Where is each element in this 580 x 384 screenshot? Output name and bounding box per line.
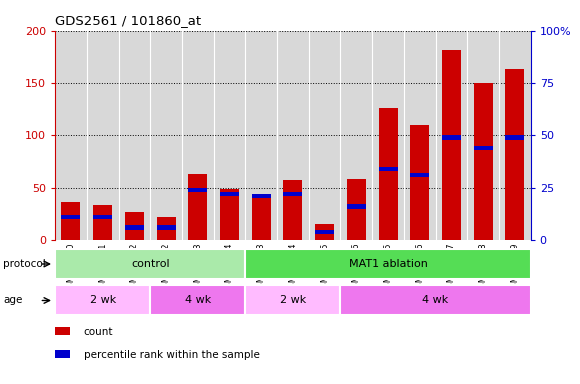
Bar (347, 204, 366, 209)
Bar (188, 188, 207, 192)
Bar (157, 217, 176, 240)
Text: protocol: protocol (3, 259, 46, 269)
Bar (410, 173, 429, 177)
Bar (442, 50, 461, 240)
Bar (315, 224, 334, 240)
Bar (61, 202, 81, 240)
Text: age: age (3, 295, 22, 306)
Bar (188, 174, 207, 240)
Bar (220, 192, 239, 196)
Bar (340, 285, 531, 316)
Text: MAT1 ablation: MAT1 ablation (349, 259, 427, 269)
Text: count: count (84, 327, 113, 337)
Bar (284, 192, 302, 196)
Bar (245, 285, 340, 316)
Text: 4 wk: 4 wk (184, 295, 211, 306)
Bar (474, 83, 492, 240)
Text: control: control (131, 259, 169, 269)
Bar (315, 230, 334, 234)
Bar (245, 249, 531, 279)
Text: 2 wk: 2 wk (89, 295, 116, 306)
Bar (379, 167, 397, 171)
Bar (505, 70, 524, 240)
Text: percentile rank within the sample: percentile rank within the sample (84, 350, 259, 360)
Bar (125, 225, 144, 230)
Bar (55, 326, 70, 335)
Bar (505, 136, 524, 139)
Bar (61, 215, 81, 219)
Bar (442, 136, 461, 139)
Bar (93, 205, 112, 240)
Bar (220, 189, 239, 240)
Text: GDS2561 / 101860_at: GDS2561 / 101860_at (55, 14, 201, 27)
Bar (252, 194, 271, 198)
Bar (93, 215, 112, 219)
Bar (252, 196, 271, 240)
Text: 2 wk: 2 wk (280, 295, 306, 306)
Bar (125, 212, 144, 240)
Bar (55, 249, 245, 279)
Bar (379, 108, 397, 240)
Bar (55, 350, 70, 358)
Bar (410, 125, 429, 240)
Bar (55, 285, 150, 316)
Bar (150, 285, 245, 316)
Bar (284, 180, 302, 240)
Text: 4 wk: 4 wk (422, 295, 449, 306)
Bar (474, 146, 492, 150)
Bar (347, 179, 366, 240)
Bar (157, 225, 176, 230)
